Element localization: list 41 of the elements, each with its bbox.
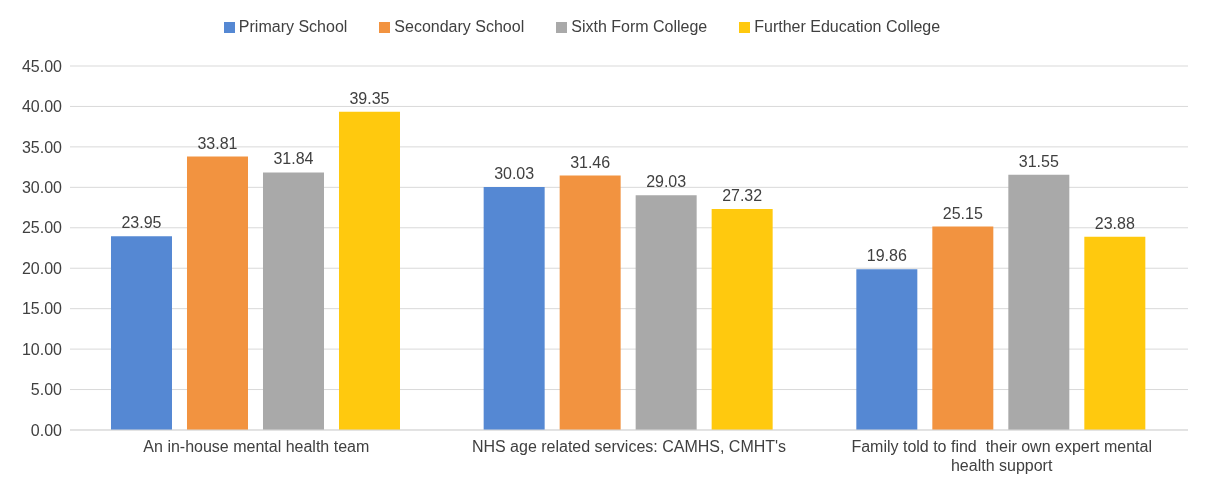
bar [262, 172, 324, 430]
data-label: 19.86 [866, 247, 907, 265]
bar [932, 226, 994, 430]
data-label: 39.35 [349, 89, 390, 107]
y-tick-label: 0.00 [30, 421, 63, 439]
y-tick-label: 45.00 [21, 57, 63, 75]
bar [559, 175, 621, 430]
data-label: 23.88 [1094, 214, 1135, 232]
y-tick-label: 35.00 [21, 138, 63, 156]
y-tick-label: 20.00 [21, 259, 63, 277]
data-label: 33.81 [197, 134, 238, 152]
data-label: 25.15 [942, 204, 983, 222]
legend-label: Sixth Form College [571, 18, 708, 35]
x-tick-label: NHS age related services: CAMHS, CMHT's [471, 438, 787, 455]
bar [711, 209, 773, 430]
data-label: 30.03 [494, 165, 535, 183]
data-label: 31.55 [1018, 152, 1059, 170]
legend-label: Secondary School [394, 18, 525, 35]
data-label: 27.32 [722, 187, 763, 205]
data-label: 31.84 [273, 150, 314, 168]
bar [856, 269, 918, 430]
legend-label: Further Education College [754, 18, 941, 35]
legend-label: Primary School [238, 18, 348, 35]
data-label: 31.46 [570, 153, 611, 171]
bar [483, 187, 545, 430]
y-tick-label: 10.00 [21, 340, 63, 358]
y-tick-label: 15.00 [21, 300, 63, 318]
data-label: 29.03 [646, 173, 687, 191]
data-label: 23.95 [121, 214, 162, 232]
y-tick-label: 30.00 [21, 179, 63, 197]
y-tick-label: 40.00 [21, 98, 63, 116]
bar [635, 195, 697, 430]
bar [338, 111, 400, 430]
y-tick-label: 5.00 [30, 381, 63, 399]
y-tick-label: 25.00 [21, 219, 63, 237]
bar [1008, 174, 1070, 430]
x-tick-label: An in-house mental health team [143, 438, 370, 455]
x-tick-label: Family told to find their own expert mental health support [851, 438, 1152, 474]
bar [1084, 236, 1146, 430]
bar [110, 236, 172, 430]
bar [186, 156, 248, 430]
